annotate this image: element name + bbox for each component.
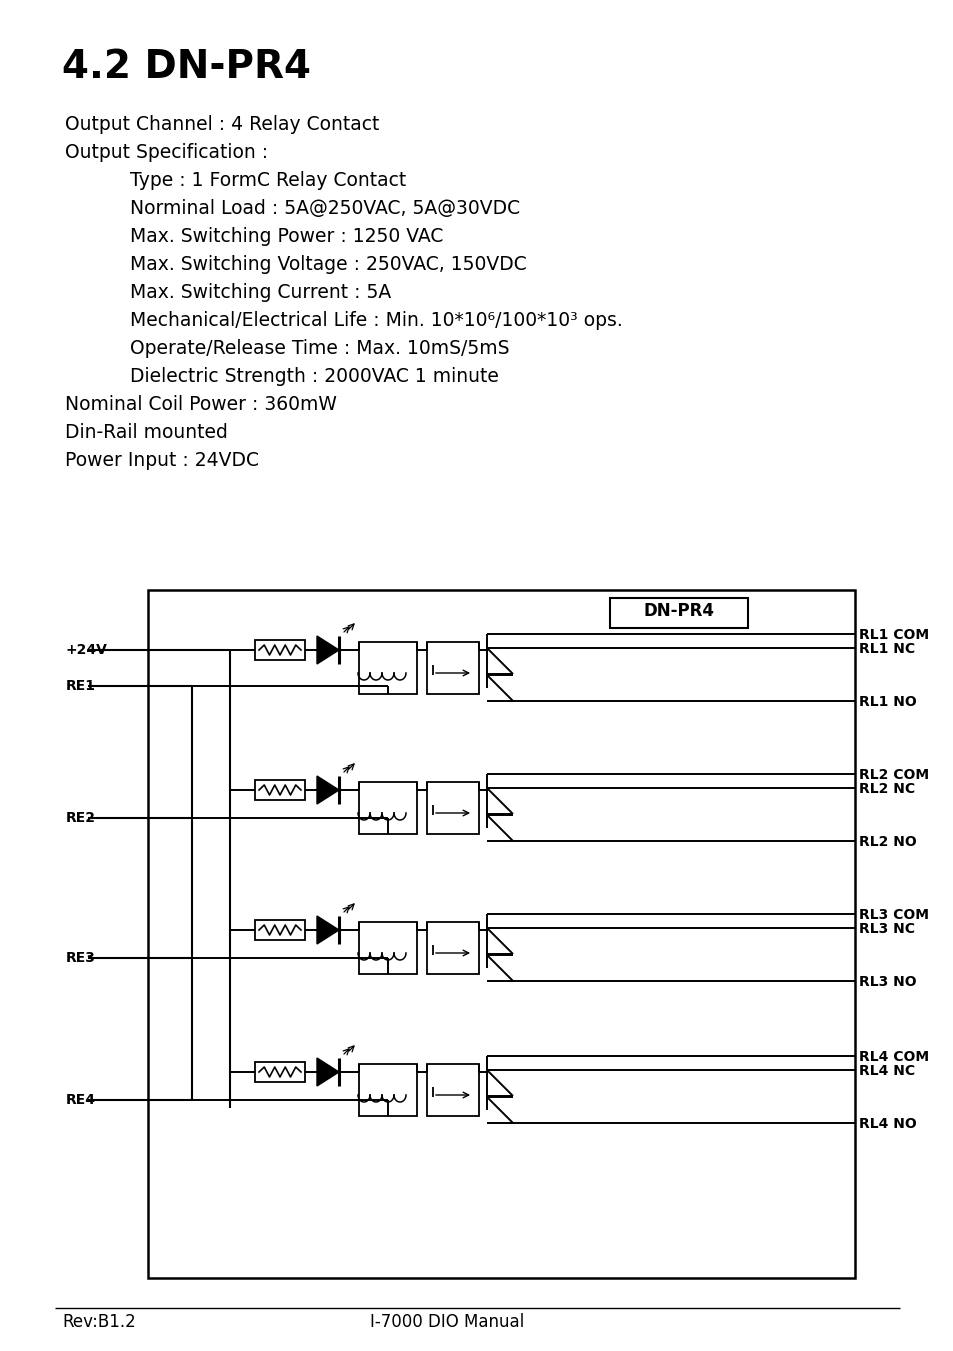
Text: RL1 NC: RL1 NC: [858, 642, 914, 657]
Text: Max. Switching Current : 5A: Max. Switching Current : 5A: [130, 282, 391, 303]
Text: RE2: RE2: [66, 811, 96, 825]
Bar: [609, 598, 747, 628]
Text: Output Channel : 4 Relay Contact: Output Channel : 4 Relay Contact: [65, 115, 379, 134]
Bar: [148, 590, 854, 1278]
Text: Din-Rail mounted: Din-Rail mounted: [65, 423, 228, 442]
Text: RL2 COM: RL2 COM: [858, 767, 928, 782]
Text: 4.2 DN-PR4: 4.2 DN-PR4: [62, 49, 311, 86]
Bar: [358, 782, 416, 834]
Text: RE1: RE1: [66, 680, 96, 693]
Text: RL2 NO: RL2 NO: [858, 835, 916, 848]
Text: Max. Switching Voltage : 250VAC, 150VDC: Max. Switching Voltage : 250VAC, 150VDC: [130, 255, 526, 274]
Text: Operate/Release Time : Max. 10mS/5mS: Operate/Release Time : Max. 10mS/5mS: [130, 339, 509, 358]
Text: RL3 COM: RL3 COM: [858, 908, 928, 921]
Polygon shape: [316, 775, 338, 804]
Text: RL4 COM: RL4 COM: [858, 1050, 928, 1065]
Text: RL3 NC: RL3 NC: [858, 921, 914, 936]
Text: RE4: RE4: [66, 1093, 96, 1106]
Bar: [358, 642, 416, 694]
Text: Rev:B1.2: Rev:B1.2: [62, 1313, 135, 1331]
Text: RL1 NO: RL1 NO: [858, 694, 916, 709]
Text: Output Specification :: Output Specification :: [65, 143, 268, 162]
Bar: [427, 782, 478, 834]
Text: Nominal Coil Power : 360mW: Nominal Coil Power : 360mW: [65, 394, 336, 413]
Bar: [427, 642, 478, 694]
Text: Max. Switching Power : 1250 VAC: Max. Switching Power : 1250 VAC: [130, 227, 443, 246]
Text: Mechanical/Electrical Life : Min. 10*10⁶/100*10³ ops.: Mechanical/Electrical Life : Min. 10*10⁶…: [130, 311, 622, 330]
Text: DN-PR4: DN-PR4: [643, 603, 714, 620]
Text: I-7000 DIO Manual: I-7000 DIO Manual: [370, 1313, 524, 1331]
Bar: [358, 1065, 416, 1116]
Bar: [254, 640, 305, 661]
Text: RL2 NC: RL2 NC: [858, 782, 914, 796]
Polygon shape: [316, 916, 338, 944]
Text: +24V: +24V: [66, 643, 108, 657]
Bar: [254, 920, 305, 940]
Text: RL4 NO: RL4 NO: [858, 1117, 916, 1131]
Text: Type : 1 FormC Relay Contact: Type : 1 FormC Relay Contact: [130, 172, 406, 190]
Bar: [427, 921, 478, 974]
Text: Power Input : 24VDC: Power Input : 24VDC: [65, 451, 258, 470]
Text: RL4 NC: RL4 NC: [858, 1065, 914, 1078]
Polygon shape: [316, 1058, 338, 1086]
Bar: [358, 921, 416, 974]
Text: RL3 NO: RL3 NO: [858, 975, 916, 989]
Bar: [254, 1062, 305, 1082]
Text: Norminal Load : 5A@250VAC, 5A@30VDC: Norminal Load : 5A@250VAC, 5A@30VDC: [130, 199, 519, 218]
Text: RE3: RE3: [66, 951, 95, 965]
Text: Dielectric Strength : 2000VAC 1 minute: Dielectric Strength : 2000VAC 1 minute: [130, 367, 498, 386]
Bar: [427, 1065, 478, 1116]
Polygon shape: [316, 636, 338, 663]
Text: RL1 COM: RL1 COM: [858, 628, 928, 642]
Bar: [254, 780, 305, 800]
